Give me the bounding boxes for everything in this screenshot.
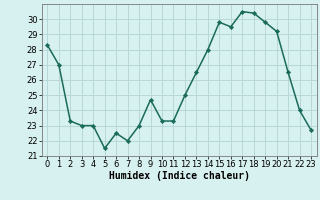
X-axis label: Humidex (Indice chaleur): Humidex (Indice chaleur) xyxy=(109,171,250,181)
